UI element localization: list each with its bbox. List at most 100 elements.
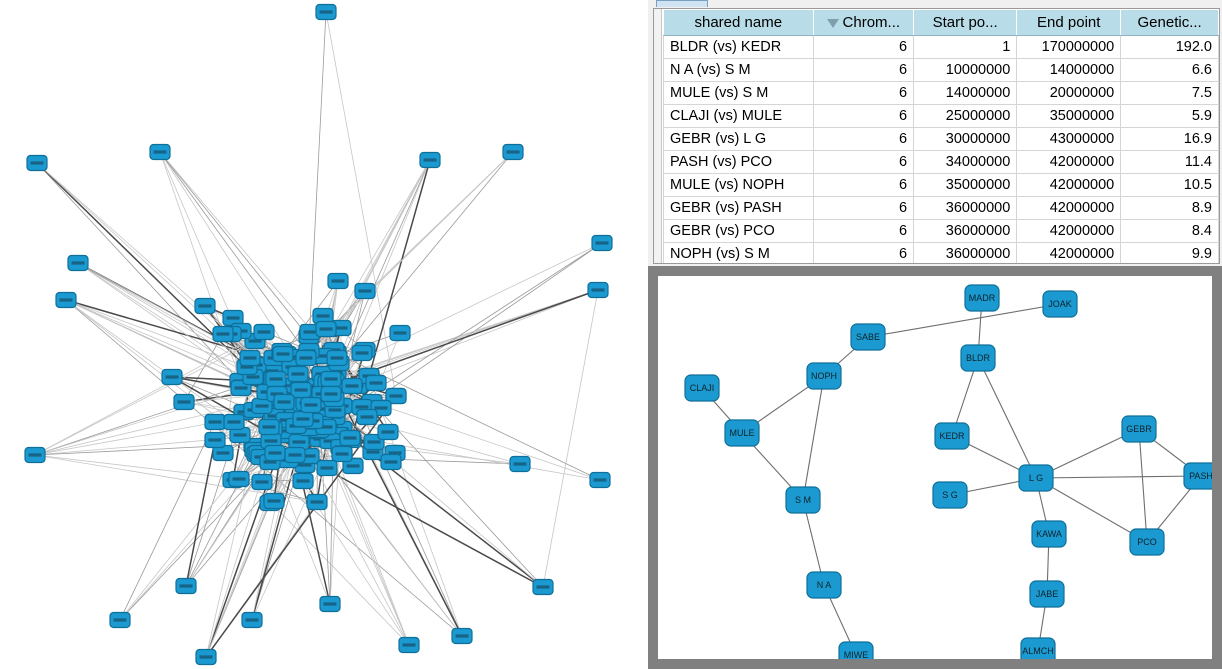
overview-edge[interactable] bbox=[330, 378, 463, 637]
overview-edge[interactable] bbox=[542, 289, 599, 588]
overview-network-canvas[interactable] bbox=[0, 0, 648, 669]
overview-edge[interactable] bbox=[325, 11, 397, 397]
overview-node-label bbox=[328, 408, 342, 412]
cell-shared_name: GEBR (vs) PASH bbox=[663, 196, 814, 220]
cell-start_point: 36000000 bbox=[913, 219, 1018, 243]
subnetwork-node-s-g[interactable]: S G bbox=[932, 481, 968, 509]
overview-edge[interactable] bbox=[299, 289, 599, 390]
node-label: KEDR bbox=[939, 431, 965, 441]
table-row[interactable]: CLAJI (vs) MULE 6 25000000 35000000 5.9 bbox=[663, 104, 1219, 128]
column-header-genetic[interactable]: Genetic... bbox=[1120, 9, 1219, 36]
overview-edge[interactable] bbox=[282, 280, 339, 355]
overview-node-label bbox=[255, 404, 269, 408]
subnetwork-node-almch[interactable]: ALMCH bbox=[1020, 637, 1056, 659]
overview-node-label bbox=[234, 386, 248, 390]
overview-node-label bbox=[319, 10, 333, 14]
subnetwork-node-pco[interactable]: PCO bbox=[1129, 528, 1165, 556]
node-shape bbox=[806, 571, 842, 599]
overview-node-label bbox=[248, 339, 262, 343]
overview-node-label bbox=[423, 158, 437, 162]
column-header-chromosome[interactable]: Chrom... bbox=[812, 9, 915, 36]
overview-edge[interactable] bbox=[34, 331, 265, 456]
cell-genetic: 8.9 bbox=[1120, 196, 1219, 220]
overview-node-label bbox=[113, 618, 127, 622]
subnetwork-edge[interactable] bbox=[802, 499, 825, 586]
subnetwork-node-kedr[interactable]: KEDR bbox=[934, 422, 970, 450]
subnetwork-node-pash[interactable]: PASH bbox=[1183, 462, 1212, 490]
overview-node-label bbox=[227, 420, 241, 424]
overview-edge[interactable] bbox=[335, 352, 601, 481]
results-table[interactable]: shared name Chrom... Start po... End poi… bbox=[663, 9, 1219, 263]
node-label: PASH bbox=[1189, 471, 1212, 481]
overview-edge[interactable] bbox=[34, 454, 240, 480]
overview-edge[interactable] bbox=[329, 440, 521, 465]
overview-edge[interactable] bbox=[371, 401, 601, 481]
subnetwork-node-sabe[interactable]: SABE bbox=[850, 323, 886, 351]
subnetwork-canvas[interactable]: JOAK MADR SABE BLDR NOPH CLAJI GEBR KEDR MULE PAS… bbox=[658, 276, 1212, 659]
overview-edge[interactable] bbox=[368, 375, 463, 637]
table-row[interactable]: GEBR (vs) L G 6 30000000 43000000 16.9 bbox=[663, 127, 1219, 151]
cell-shared_name: MULE (vs) NOPH bbox=[663, 173, 814, 197]
node-shape bbox=[1031, 520, 1067, 548]
subnetwork-node-miwe[interactable]: MIWE bbox=[838, 641, 874, 659]
table-row[interactable]: BLDR (vs) KEDR 6 1 170000000 192.0 bbox=[663, 35, 1219, 59]
subnetwork-node-kawa[interactable]: KAWA bbox=[1031, 520, 1067, 548]
subnetwork-edge[interactable] bbox=[802, 375, 825, 501]
table-scroll-frame[interactable]: shared name Chrom... Start po... End poi… bbox=[653, 8, 1220, 264]
table-row[interactable]: PASH (vs) PCO 6 34000000 42000000 11.4 bbox=[663, 150, 1219, 174]
overview-node-label bbox=[243, 356, 257, 360]
subnetwork-node-joak[interactable]: JOAK bbox=[1042, 290, 1078, 318]
overview-edge[interactable] bbox=[185, 439, 216, 587]
subnetwork-node-noph[interactable]: NOPH bbox=[806, 362, 842, 390]
subnetwork-node-mule[interactable]: MULE bbox=[724, 419, 760, 447]
overview-node-label bbox=[388, 451, 402, 455]
overview-edge[interactable] bbox=[159, 151, 325, 357]
overview-edge[interactable] bbox=[205, 370, 273, 658]
overview-edge[interactable] bbox=[299, 242, 603, 390]
cell-start_point: 14000000 bbox=[913, 81, 1018, 105]
cell-shared_name: N A (vs) S M bbox=[663, 58, 814, 82]
subnetwork-node-madr[interactable]: MADR bbox=[964, 284, 1000, 312]
overview-edge[interactable] bbox=[119, 421, 216, 621]
overview-edge[interactable] bbox=[322, 401, 544, 588]
overview-node-label bbox=[303, 330, 317, 334]
subnetwork-edge[interactable] bbox=[977, 357, 1037, 479]
column-header-shared-name[interactable]: shared name bbox=[663, 9, 814, 36]
overview-node-label bbox=[267, 414, 281, 418]
subnetwork-node-claji[interactable]: CLAJI bbox=[684, 374, 720, 402]
column-header-end-point[interactable]: End point bbox=[1016, 9, 1122, 36]
table-row[interactable]: GEBR (vs) PASH 6 36000000 42000000 8.9 bbox=[663, 196, 1219, 220]
overview-node-label bbox=[199, 655, 213, 659]
table-row[interactable]: MULE (vs) S M 6 14000000 20000000 7.5 bbox=[663, 81, 1219, 105]
subnetwork-node-l-g[interactable]: L G bbox=[1018, 464, 1054, 492]
subnetwork-node-s-m[interactable]: S M bbox=[785, 486, 821, 514]
table-row[interactable]: MULE (vs) NOPH 6 35000000 42000000 10.5 bbox=[663, 173, 1219, 197]
overview-edge[interactable] bbox=[65, 299, 235, 423]
overview-edge[interactable] bbox=[65, 299, 241, 436]
overview-edge[interactable] bbox=[65, 299, 248, 368]
subnetwork-edge[interactable] bbox=[867, 303, 1061, 338]
table-row[interactable]: NOPH (vs) S M 6 36000000 42000000 9.9 bbox=[663, 242, 1219, 263]
subnetwork-edge[interactable] bbox=[1035, 477, 1148, 543]
subnetwork-node-jabe[interactable]: JABE bbox=[1029, 580, 1065, 608]
cell-genetic: 5.9 bbox=[1120, 104, 1219, 128]
node-shape bbox=[724, 419, 760, 447]
overview-node-label bbox=[317, 354, 331, 358]
overview-edge[interactable] bbox=[356, 385, 544, 588]
cell-genetic: 9.9 bbox=[1120, 242, 1219, 263]
subnetwork-node-n-a[interactable]: N A bbox=[806, 571, 842, 599]
overview-edge[interactable] bbox=[36, 162, 251, 359]
table-row[interactable]: N A (vs) S M 6 10000000 14000000 6.6 bbox=[663, 58, 1219, 82]
sort-descending-icon bbox=[826, 19, 839, 28]
subnetwork-node-gebr[interactable]: GEBR bbox=[1121, 415, 1157, 443]
subnetwork-edge[interactable] bbox=[1035, 475, 1202, 479]
column-header-start-point[interactable]: Start po... bbox=[913, 9, 1018, 36]
table-tab[interactable] bbox=[656, 0, 708, 7]
subnetwork-node-bldr[interactable]: BLDR bbox=[960, 344, 996, 372]
subnetwork-edge[interactable] bbox=[1138, 428, 1148, 543]
overview-edge[interactable] bbox=[159, 151, 323, 375]
table-row[interactable]: GEBR (vs) PCO 6 36000000 42000000 8.4 bbox=[663, 219, 1219, 243]
cell-end_point: 42000000 bbox=[1016, 196, 1122, 220]
overview-node-label bbox=[323, 602, 337, 606]
overview-edge[interactable] bbox=[34, 340, 256, 456]
